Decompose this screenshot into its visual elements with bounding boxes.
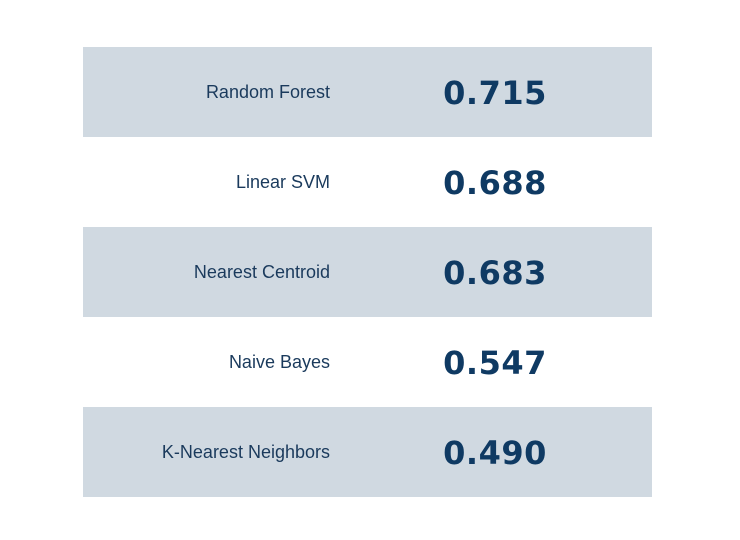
table-row: Random Forest 0.715 <box>83 47 652 137</box>
table-row: Linear SVM 0.688 <box>83 137 652 227</box>
table-row: Nearest Centroid 0.683 <box>83 227 652 317</box>
table-row: K-Nearest Neighbors 0.490 <box>83 407 652 497</box>
score-value: 0.547 <box>443 344 547 382</box>
model-label: Linear SVM <box>235 172 330 192</box>
model-label: Random Forest <box>205 82 330 102</box>
score-table: Random Forest 0.715 Linear SVM 0.688 Nea… <box>83 47 652 497</box>
model-label: Nearest Centroid <box>193 262 330 282</box>
model-label: Naive Bayes <box>228 352 330 372</box>
score-value: 0.688 <box>443 164 547 202</box>
model-label: K-Nearest Neighbors <box>161 442 330 462</box>
table-row: Naive Bayes 0.547 <box>83 317 652 407</box>
score-value: 0.683 <box>443 254 547 292</box>
score-value: 0.715 <box>443 74 547 112</box>
score-value: 0.490 <box>443 434 547 472</box>
